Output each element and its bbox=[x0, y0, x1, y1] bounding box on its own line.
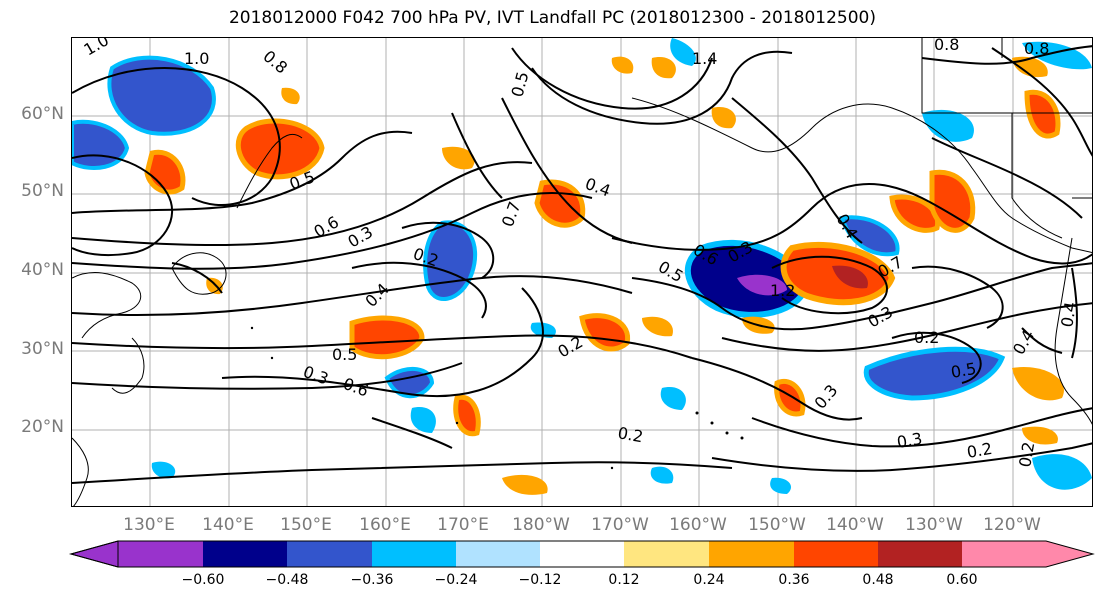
contour-label: 0.2 bbox=[1015, 440, 1038, 468]
contour-label: 0.2 bbox=[965, 439, 993, 462]
colorbar-extend-high bbox=[1046, 541, 1093, 567]
colorbar-tick-label: −0.48 bbox=[265, 572, 309, 588]
colorbar-cell bbox=[456, 541, 540, 567]
lon-label-160w: 160°W bbox=[669, 515, 727, 535]
contour-label: 0.5 bbox=[508, 70, 533, 100]
map-panel: 1.0 1.0 0.8 0.8 1.4 0.8 0.5 0.5 0.6 0.3 … bbox=[71, 37, 1093, 507]
lat-label-50n: 50°N bbox=[21, 181, 64, 201]
colorbar-tick-label: −0.12 bbox=[518, 572, 562, 588]
lat-label-20n: 20°N bbox=[21, 417, 64, 437]
lon-label-170w: 170°W bbox=[591, 515, 649, 535]
contour-label: 1.4 bbox=[692, 49, 717, 68]
lat-label-30n: 30°N bbox=[21, 339, 64, 359]
colorbar-tick-label: 0.24 bbox=[693, 572, 725, 588]
colorbar-cell bbox=[540, 541, 624, 567]
colorbar-cell bbox=[794, 541, 878, 567]
colorbar-tick-label: −0.36 bbox=[350, 572, 394, 588]
colorbar-tick-label: 0.36 bbox=[778, 572, 810, 588]
contour-label: 1.0 bbox=[81, 38, 113, 59]
contour-label: 0.2 bbox=[616, 423, 644, 446]
lon-label-140w: 140°W bbox=[826, 515, 884, 535]
colorbar-cell bbox=[878, 541, 962, 567]
contour-label: 0.2 bbox=[914, 328, 939, 347]
colorbar-cell bbox=[372, 541, 456, 567]
colorbar-cell bbox=[709, 541, 794, 567]
contour-label: 0.8 bbox=[934, 38, 959, 54]
negative-pv-shading bbox=[72, 38, 1092, 494]
colorbar-cell bbox=[287, 541, 372, 567]
lon-label-150e: 150°E bbox=[280, 515, 332, 535]
lon-label-180w: 180°W bbox=[512, 515, 570, 535]
contour-label: 0.8 bbox=[1024, 39, 1049, 58]
lon-label-130e: 130°E bbox=[123, 515, 175, 535]
lat-label-60n: 60°N bbox=[21, 104, 64, 124]
contour-label: 0.3 bbox=[811, 381, 842, 413]
islands bbox=[250, 326, 744, 470]
lon-label-160e: 160°E bbox=[359, 515, 411, 535]
lon-label-140e: 140°E bbox=[202, 515, 254, 535]
colorbar-tick-label: 0.60 bbox=[946, 572, 978, 588]
coastlines bbox=[72, 38, 1092, 506]
colorbar-extend-low bbox=[71, 541, 118, 567]
lon-label-120w: 120°W bbox=[983, 515, 1041, 535]
colorbar-cell bbox=[624, 541, 709, 567]
contour-label: 0.3 bbox=[895, 429, 923, 452]
colorbar-tick-label: −0.60 bbox=[181, 572, 225, 588]
contour-label: 0.4 bbox=[1057, 300, 1080, 328]
contour-label: 0.6 bbox=[341, 374, 371, 401]
contour-label: 0.7 bbox=[498, 199, 525, 229]
contour-label: 0.5 bbox=[332, 345, 357, 364]
contour-label: 0.3 bbox=[865, 302, 897, 331]
map-canvas: 1.0 1.0 0.8 0.8 1.4 0.8 0.5 0.5 0.6 0.3 … bbox=[72, 38, 1092, 506]
colorbar-cell bbox=[203, 541, 287, 567]
map-title: 2018012000 F042 700 hPa PV, IVT Landfall… bbox=[228, 8, 876, 28]
lon-label-130w: 130°W bbox=[905, 515, 963, 535]
colorbar-cell bbox=[118, 541, 203, 567]
contour-label: 0.5 bbox=[949, 359, 977, 382]
contour-label: 0.3 bbox=[301, 362, 331, 389]
colorbar bbox=[69, 540, 1095, 568]
colorbar-cell bbox=[962, 541, 1046, 567]
contour-label: 0.4 bbox=[361, 279, 392, 310]
contour-label: 0.8 bbox=[259, 47, 291, 78]
colorbar-tick-label: −0.24 bbox=[434, 572, 478, 588]
colorbar-tick-label: 0.48 bbox=[862, 572, 894, 588]
lat-label-40n: 40°N bbox=[21, 260, 64, 280]
colorbar-tick-label: 0.12 bbox=[608, 572, 640, 588]
lon-label-150w: 150°W bbox=[748, 515, 806, 535]
contour-label: 1.0 bbox=[184, 49, 209, 68]
contour-label: 1.2 bbox=[770, 281, 795, 300]
lon-label-170e: 170°E bbox=[437, 515, 489, 535]
pv-contours bbox=[72, 45, 1092, 484]
